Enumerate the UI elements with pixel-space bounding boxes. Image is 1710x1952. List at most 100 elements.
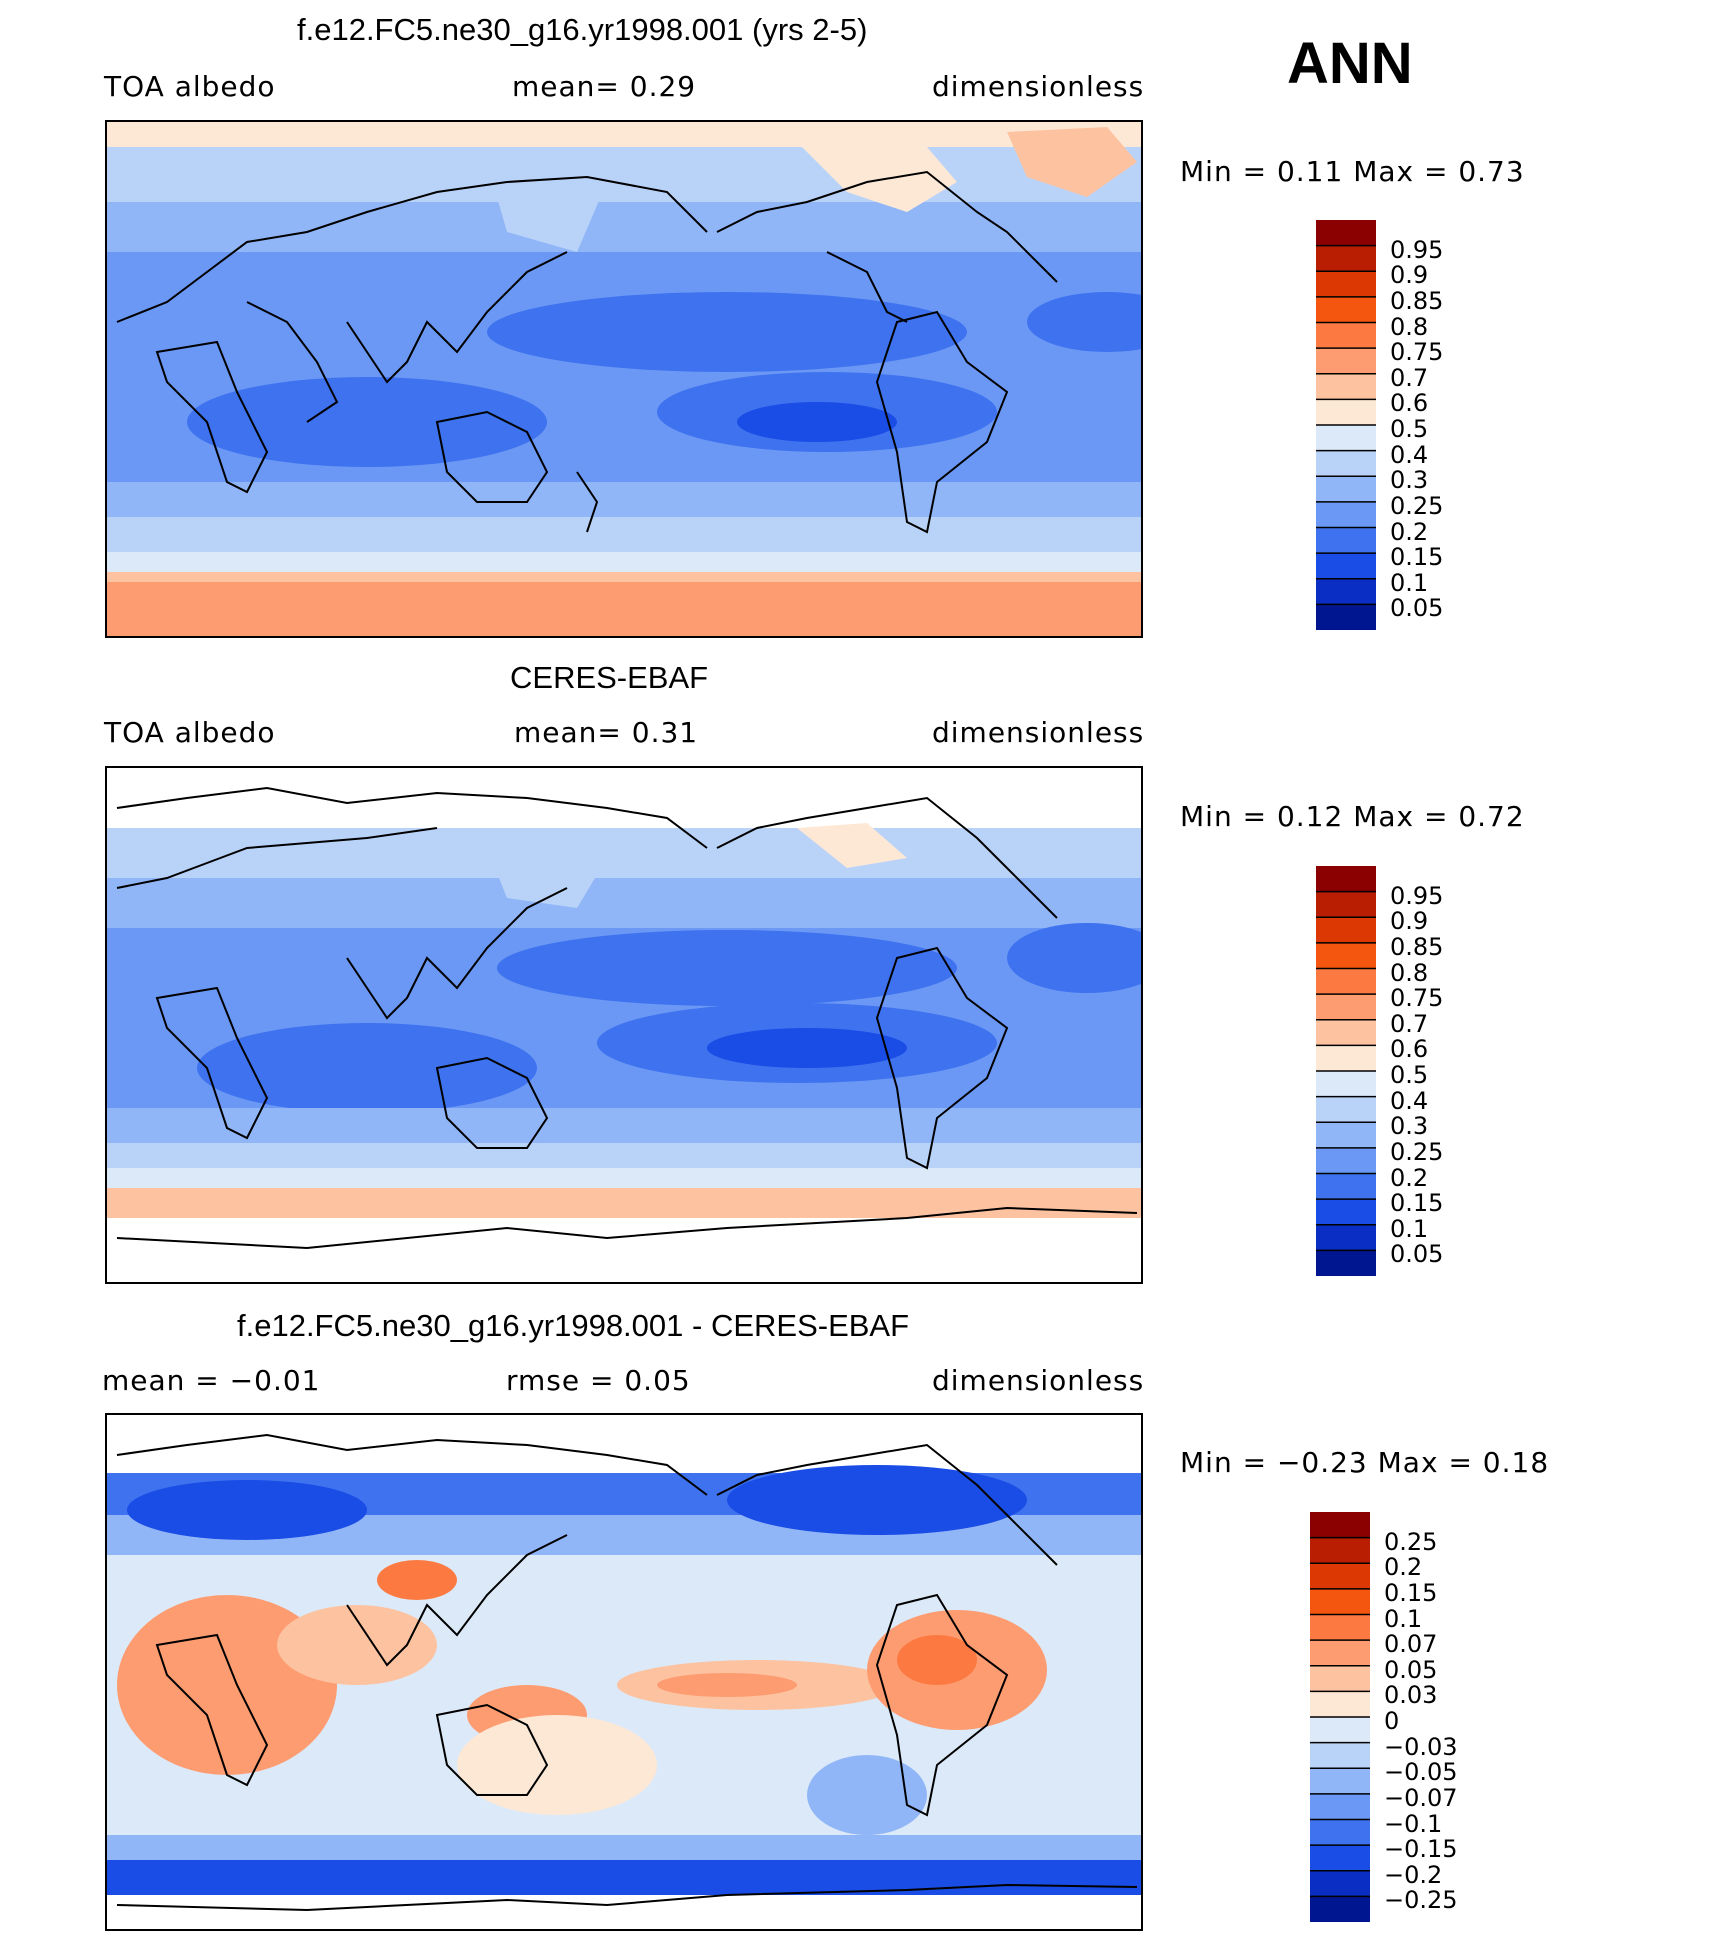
colorbar-tick-label: −0.15 [1384, 1835, 1458, 1864]
colorbar-swatch [1310, 1768, 1370, 1795]
colorbar-tick-label: 0.6 [1390, 1035, 1429, 1064]
colorbar-tick-label: 0 [1384, 1707, 1400, 1735]
panel-3-map [105, 1413, 1143, 1931]
colorbar-swatch [1316, 1224, 1376, 1251]
colorbar-swatch [1310, 1896, 1370, 1922]
colorbar-swatch [1316, 271, 1376, 298]
colorbar-tick-label: 0.25 [1390, 491, 1444, 520]
colorbar-swatch [1316, 553, 1376, 580]
colorbar-tick-label: 0.75 [1390, 984, 1444, 1013]
colorbar-swatch [1316, 1071, 1376, 1098]
season-label: ANN [1287, 31, 1413, 96]
colorbar-swatch [1316, 348, 1376, 375]
colorbar-tick-label: 0.9 [1390, 261, 1429, 290]
colorbar-tick-label: −0.1 [1384, 1809, 1443, 1838]
colorbar-swatch [1316, 1250, 1376, 1276]
colorbar-swatch [1316, 866, 1376, 893]
colorbar-swatch [1310, 1819, 1370, 1846]
panel-3-min-max: Min = −0.23 Max = 0.18 [1180, 1446, 1550, 1479]
panel-2-mean-label: mean= 0.31 [514, 716, 699, 749]
colorbar-swatch [1316, 891, 1376, 918]
colorbar-swatch [1310, 1588, 1370, 1615]
colorbar-tick-label: 0.4 [1390, 1086, 1429, 1115]
colorbar-swatch [1310, 1563, 1370, 1590]
panel-3-mean-label: mean = −0.01 [102, 1364, 321, 1397]
colorbar-swatch [1316, 1096, 1376, 1123]
colorbar-tick-label: 0.75 [1390, 338, 1444, 367]
panel-1-min-max: Min = 0.11 Max = 0.73 [1180, 155, 1525, 188]
colorbar-swatch [1316, 373, 1376, 400]
colorbar-swatch [1316, 245, 1376, 272]
colorbar-tick-label: −0.03 [1384, 1732, 1458, 1761]
colorbar-tick-label: 0.1 [1384, 1604, 1423, 1633]
colorbar-tick-label: 0.05 [1384, 1655, 1438, 1684]
colorbar-tick-label: 0.1 [1390, 568, 1429, 597]
colorbar-tick-label: 0.7 [1390, 363, 1429, 392]
colorbar-swatch [1316, 1019, 1376, 1046]
colorbar-tick-label: 0.4 [1390, 440, 1429, 469]
colorbar-swatch [1316, 399, 1376, 426]
colorbar-tick-label: 0.15 [1390, 1189, 1444, 1218]
colorbar-tick-label: −0.05 [1384, 1758, 1458, 1787]
colorbar-swatch [1310, 1742, 1370, 1769]
panel-3-colorbar-swatches [1310, 1512, 1370, 1922]
colorbar-tick-label: −0.07 [1384, 1783, 1458, 1812]
colorbar-tick-label: 0.95 [1390, 881, 1444, 910]
colorbar-tick-label: 0.07 [1384, 1630, 1438, 1659]
colorbar-tick-label: 0.2 [1390, 517, 1429, 546]
panel-1-variable-label: TOA albedo [104, 70, 276, 103]
colorbar-tick-label: 0.25 [1390, 1137, 1444, 1166]
colorbar-swatch [1310, 1845, 1370, 1872]
colorbar-tick-label: 0.85 [1390, 286, 1444, 315]
panel-1-mean-label: mean= 0.29 [512, 70, 697, 103]
colorbar-tick-label: 0.2 [1384, 1553, 1423, 1582]
colorbar-tick-label: 0.7 [1390, 1009, 1429, 1038]
colorbar-swatch [1316, 527, 1376, 554]
panel-1-colorbar-swatches [1316, 220, 1376, 630]
panel-2-min-max: Min = 0.12 Max = 0.72 [1180, 800, 1525, 833]
colorbar-swatch [1310, 1665, 1370, 1692]
colorbar-swatch [1316, 476, 1376, 503]
colorbar-swatch [1316, 578, 1376, 605]
colorbar-tick-label: −0.2 [1384, 1860, 1443, 1889]
colorbar-swatch [1310, 1870, 1370, 1897]
colorbar-swatch [1310, 1640, 1370, 1667]
colorbar-swatch [1316, 1045, 1376, 1072]
colorbar-tick-label: 0.3 [1390, 466, 1429, 495]
colorbar-swatch [1316, 994, 1376, 1021]
colorbar-swatch [1316, 501, 1376, 528]
colorbar-swatch [1310, 1793, 1370, 1820]
panel-2-units-label: dimensionless [932, 716, 1145, 749]
colorbar-tick-label: 0.3 [1390, 1112, 1429, 1141]
colorbar-tick-label: 0.5 [1390, 1061, 1429, 1089]
panel-3-title: f.e12.FC5.ne30_g16.yr1998.001 - CERES-EB… [237, 1308, 910, 1343]
colorbar-tick-label: 0.15 [1384, 1578, 1438, 1607]
colorbar-swatch [1316, 1199, 1376, 1226]
colorbar-swatch [1316, 1147, 1376, 1174]
colorbar-swatch [1316, 604, 1376, 630]
colorbar-swatch [1316, 1122, 1376, 1149]
colorbar-tick-label: 0.8 [1390, 958, 1429, 987]
colorbar-tick-label: 0.25 [1384, 1527, 1438, 1556]
colorbar-swatch [1316, 296, 1376, 323]
colorbar-tick-label: 0.9 [1390, 907, 1429, 936]
colorbar-swatch [1316, 220, 1376, 247]
colorbar-tick-label: 0.6 [1390, 389, 1429, 418]
panel-3-rmse-label: rmse = 0.05 [506, 1364, 691, 1397]
panel-2-title: CERES-EBAF [510, 660, 709, 695]
colorbar-swatch [1316, 942, 1376, 969]
colorbar-tick-label: 0.05 [1390, 1240, 1444, 1269]
panel-2-map [105, 766, 1143, 1284]
colorbar-tick-label: 0.2 [1390, 1163, 1429, 1192]
colorbar-swatch [1310, 1691, 1370, 1718]
colorbar-tick-label: −0.25 [1384, 1886, 1458, 1915]
colorbar-swatch [1310, 1537, 1370, 1564]
colorbar-swatch [1316, 968, 1376, 995]
colorbar-swatch [1310, 1717, 1370, 1744]
colorbar-tick-label: 0.05 [1390, 594, 1444, 623]
colorbar-tick-label: 0.03 [1384, 1681, 1438, 1710]
colorbar-swatch [1316, 322, 1376, 349]
colorbar-swatch [1316, 1173, 1376, 1200]
panel-1-map [105, 120, 1143, 638]
panel-2-colorbar-swatches [1316, 866, 1376, 1276]
